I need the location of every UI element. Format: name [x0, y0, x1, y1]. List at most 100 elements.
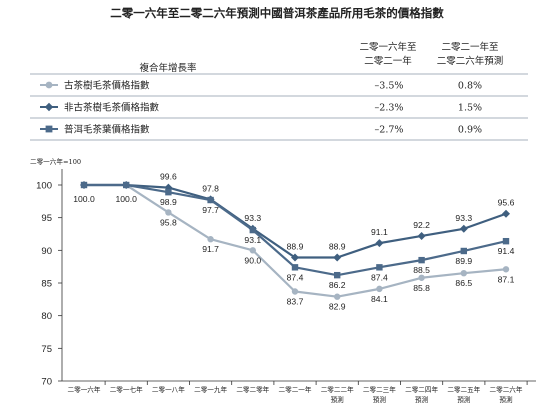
- legend-label: 普洱毛茶葉價格指數: [64, 124, 150, 136]
- x-tick-label: 預測: [415, 395, 429, 404]
- data-label: 90.0: [244, 255, 261, 265]
- data-point: [376, 285, 383, 293]
- data-point: [334, 271, 341, 279]
- data-point: [418, 256, 425, 264]
- x-tick-label: 二零二六年: [490, 385, 523, 394]
- data-label: 95.6: [498, 198, 515, 208]
- cagr-table: 二零一六年至 二零二一年 二零二一年至 二零二六年預測 複合年增長率 古茶樹毛茶…: [30, 41, 528, 141]
- x-tick-label: 預測: [457, 395, 471, 404]
- data-label: 91.1: [371, 227, 388, 237]
- data-point: [249, 247, 256, 254]
- x-tick-label: 二零一六年: [68, 385, 101, 394]
- cagr-row-header: 複合年增長率: [139, 62, 197, 74]
- data-point: [459, 224, 468, 233]
- y-tick-label: 95: [41, 213, 52, 224]
- data-point: [249, 226, 256, 234]
- cagr-value: 1.5%: [458, 103, 482, 114]
- data-label: 97.7: [202, 205, 219, 215]
- legend: 古茶樹毛茶價格指數 –3.5% 0.8% 非古茶樹毛茶價格指數 –2.3% 1.5% 普洱毛…: [40, 80, 482, 136]
- legend-marker: [45, 81, 53, 89]
- legend-label: 非古茶樹毛茶價格指數: [64, 102, 160, 114]
- y-tick-label: 80: [41, 311, 52, 322]
- data-label: 89.9: [455, 256, 472, 266]
- data-label: 93.1: [244, 235, 261, 245]
- x-tick-label: 預測: [499, 395, 513, 404]
- series-lines: [80, 181, 510, 300]
- x-tick-label: 二零一八年: [152, 385, 185, 394]
- legend-marker: [45, 125, 53, 133]
- data-point: [207, 236, 214, 243]
- data-point: [376, 264, 383, 271]
- x-tick-label: 二零一九年: [194, 385, 227, 394]
- data-point: [80, 181, 88, 189]
- data-point: [291, 253, 299, 262]
- data-label: 86.2: [329, 280, 346, 290]
- data-label: 91.4: [498, 246, 515, 256]
- data-label: 93.3: [455, 213, 472, 223]
- data-point: [502, 266, 510, 273]
- data-label: 98.9: [160, 197, 177, 207]
- data-point: [123, 181, 130, 189]
- x-tick-label: 二零二四年: [405, 385, 438, 394]
- data-label: 85.8: [413, 283, 430, 293]
- x-tick-label: 二零二一年: [279, 385, 312, 394]
- chart-title: 二零一六年至二零二六年預測中國普洱茶產品所用毛茶的價格指數: [110, 6, 444, 20]
- data-labels: 95.8 91.7 90.0 83.7 82.9 84.1 85.8 86.5 87.1 100.…: [73, 172, 514, 312]
- y-tick-label: 90: [41, 246, 52, 257]
- data-label: 88.5: [413, 265, 430, 275]
- x-tick-label: 二零二三年: [363, 385, 396, 394]
- x-ticks: 二零一六年 二零一七年 二零一八年 二零一九年 二零二零年 二零二一年 二零二二年預測二零二…: [68, 381, 528, 404]
- data-label: 91.7: [202, 244, 219, 254]
- x-tick-label: 預測: [373, 395, 387, 404]
- data-label: 87.4: [371, 272, 388, 282]
- data-label: 84.1: [371, 294, 388, 304]
- x-tick-label: 二零二五年: [447, 385, 480, 394]
- data-label: 88.9: [329, 242, 346, 252]
- data-label: 83.7: [287, 296, 304, 306]
- x-tick-label: 二零一七年: [110, 385, 143, 394]
- data-point: [165, 188, 172, 196]
- data-point: [502, 209, 510, 218]
- cagr-value: 0.9%: [458, 125, 482, 136]
- y-ticks: 70 75 80 85 90 95 100: [36, 181, 62, 388]
- data-label: 97.8: [202, 183, 219, 193]
- cagr-col1-header-line1: 二零一六年至: [359, 41, 416, 53]
- cagr-col2-header-line2: 二零二六年預測: [437, 55, 504, 67]
- data-point: [460, 270, 467, 277]
- data-point: [502, 237, 510, 245]
- data-label: 92.2: [413, 220, 430, 230]
- data-point: [418, 274, 425, 281]
- cagr-value: –3.5%: [375, 81, 404, 92]
- legend-marker: [44, 102, 54, 112]
- data-point: [291, 288, 299, 295]
- data-label: 100.0: [73, 194, 95, 204]
- data-point: [165, 209, 172, 216]
- x-tick-label: 二零二二年: [321, 385, 354, 394]
- data-point: [417, 231, 426, 240]
- cagr-value: –2.7%: [375, 125, 404, 136]
- data-point: [375, 239, 384, 248]
- cagr-value: 0.8%: [458, 81, 482, 92]
- y-tick-label: 100: [36, 181, 52, 192]
- x-tick-label: 二零二零年: [236, 385, 269, 394]
- cagr-col1-header-line2: 二零二一年: [364, 55, 412, 67]
- data-label: 86.5: [455, 278, 472, 288]
- data-point: [460, 247, 467, 255]
- cagr-value: –2.3%: [375, 103, 404, 114]
- y-tick-label: 70: [41, 377, 52, 388]
- base-year-note: 二零一六年=100: [30, 157, 81, 166]
- cagr-col2-header-line1: 二零二一年至: [441, 41, 498, 53]
- data-label: 100.0: [115, 194, 137, 204]
- axes: [61, 169, 536, 382]
- data-label: 87.1: [498, 274, 515, 284]
- y-tick-label: 85: [41, 279, 52, 290]
- data-label: 93.3: [244, 213, 261, 223]
- data-label: 95.8: [160, 217, 177, 227]
- data-label: 88.9: [287, 242, 304, 252]
- data-point: [333, 253, 342, 262]
- data-point: [207, 196, 214, 204]
- legend-label: 古茶樹毛茶價格指數: [64, 80, 150, 92]
- y-tick-label: 75: [41, 344, 52, 355]
- data-label: 82.9: [329, 302, 346, 312]
